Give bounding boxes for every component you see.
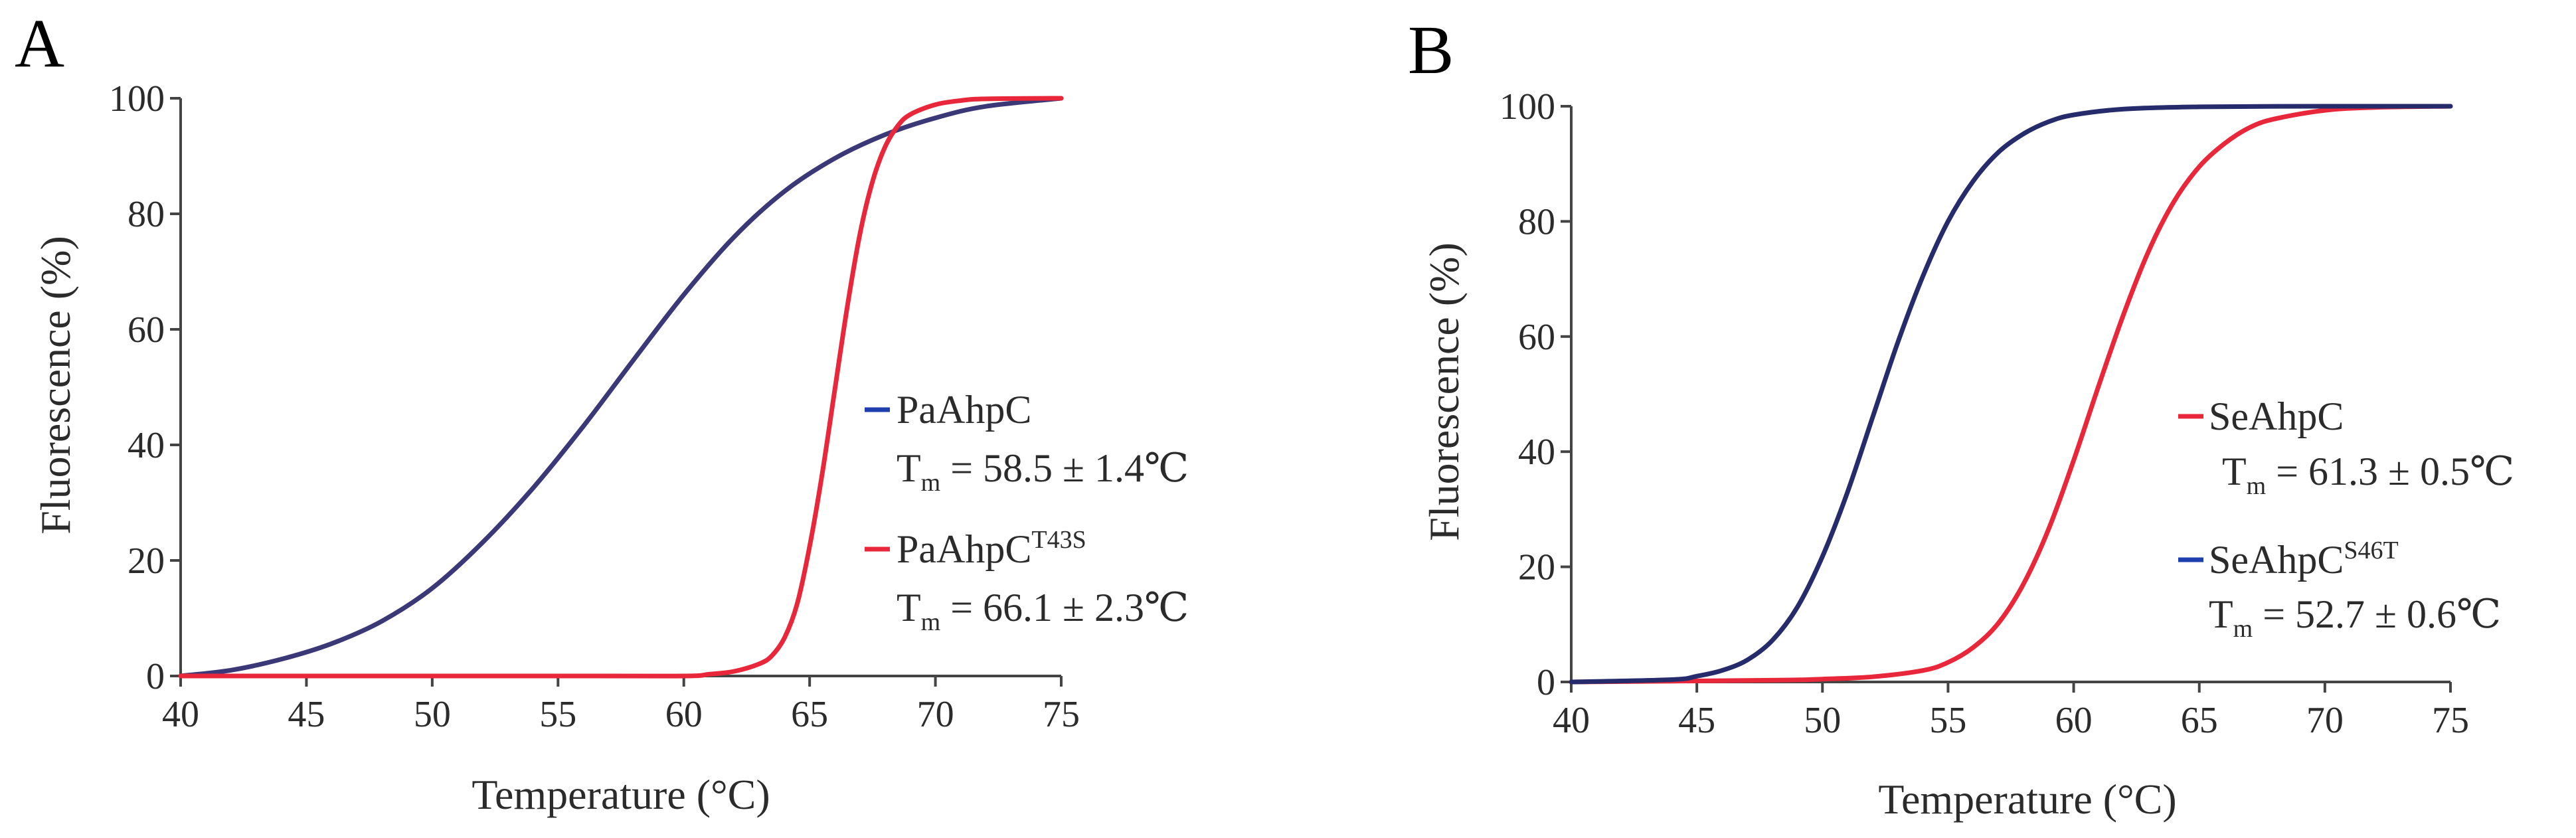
panel-a-letter: A: [15, 5, 64, 82]
panel-a-legend: PaAhpC Tm = 58.5 ± 1.4℃ PaAhpCT43S Tm = …: [865, 388, 1189, 636]
panel-b-y-tick-label: 80: [1518, 201, 1555, 242]
panel-a-x-tick-label: 65: [791, 694, 828, 735]
panel-b-y-tick-label: 20: [1518, 547, 1555, 588]
panel-a-y-axis-title: Fluorescence (%): [32, 236, 79, 535]
panel-b-x-tick-label: 60: [2055, 700, 2093, 741]
curve-paahpc-t43s: [178, 96, 1064, 679]
curve-paahpc: [178, 96, 1064, 679]
legend-label-seahpc-s46t: SeAhpCS46T: [2209, 537, 2399, 582]
panel-a-x-tick-label: 60: [665, 694, 703, 735]
panel-b-x-axis-title: Temperature (°C): [1878, 776, 2176, 823]
legend-tm-paahpc: Tm = 58.5 ± 1.4℃: [897, 446, 1189, 497]
panel-b-y-tick-label: 60: [1518, 317, 1555, 358]
panel-b-x-tick-label: 75: [2432, 700, 2469, 741]
panel-a-x-axis-title: Temperature (°C): [472, 771, 770, 818]
panel-a-y-tick-label: 40: [128, 425, 165, 466]
panel-a-curves: [178, 96, 1064, 679]
legend-label-paahpc: PaAhpC: [897, 388, 1031, 432]
panel-b-curves: [1569, 104, 2453, 685]
panel-a-x-tick-label: 70: [917, 694, 954, 735]
panel-b-y-tick-label: 0: [1537, 662, 1555, 703]
panel-b-axes: 40 45 50 55 60 65 70 75 0 20 40 60 80 100: [1500, 86, 2469, 741]
panel-a: A 40 45 50 55 60 65 70 75 0 20 40 60 80 100 Temperatu…: [15, 5, 1189, 818]
panel-b-y-axis-title: Fluorescence (%): [1420, 242, 1468, 541]
panel-b-legend: SeAhpC Tm = 61.3 ± 0.5℃ SeAhpCS46T Tm = …: [2178, 394, 2514, 643]
panel-a-y-tick-label: 20: [128, 541, 165, 582]
panel-b-y-tick-label: 100: [1500, 86, 1555, 127]
panel-b: B 40 45 50 55 60 65 70 75 0 20 40 60 80 100 Temperatu…: [1408, 12, 2514, 823]
legend-tm-seahpc: Tm = 61.3 ± 0.5℃: [2222, 450, 2514, 500]
panel-b-x-tick-label: 70: [2306, 700, 2344, 741]
legend-tm-seahpc-s46t: Tm = 52.7 ± 0.6℃: [2209, 592, 2501, 643]
legend-label-paahpc-t43s: PaAhpCT43S: [897, 526, 1086, 571]
panel-b-x-tick-label: 55: [1929, 700, 1966, 741]
panel-b-x-tick-label: 50: [1804, 700, 1841, 741]
panel-a-y-tick-label: 60: [128, 309, 165, 351]
panel-a-y-tick-label: 0: [146, 656, 165, 697]
panel-a-x-tick-label: 40: [162, 694, 199, 735]
panel-a-x-tick-label: 75: [1043, 694, 1080, 735]
panel-a-y-tick-label: 80: [128, 194, 165, 235]
panel-a-axes: 40 45 50 55 60 65 70 75 0 20 40 60 80 100: [109, 78, 1080, 735]
panel-a-x-tick-label: 50: [414, 694, 451, 735]
curve-seahpc: [1569, 104, 2453, 685]
panel-b-y-tick-label: 40: [1518, 432, 1555, 473]
panel-a-x-tick-label: 55: [539, 694, 576, 735]
legend-tm-paahpc-t43s: Tm = 66.1 ± 2.3℃: [897, 586, 1189, 636]
panel-b-x-tick-label: 40: [1553, 700, 1590, 741]
panel-b-x-tick-label: 65: [2181, 700, 2218, 741]
curve-seahpc-s46t: [1569, 104, 2453, 685]
panel-a-y-tick-label: 100: [109, 78, 165, 120]
panel-a-x-tick-label: 45: [288, 694, 325, 735]
legend-label-seahpc: SeAhpC: [2209, 394, 2344, 438]
panel-b-x-tick-label: 45: [1678, 700, 1715, 741]
panel-b-letter: B: [1408, 12, 1454, 88]
